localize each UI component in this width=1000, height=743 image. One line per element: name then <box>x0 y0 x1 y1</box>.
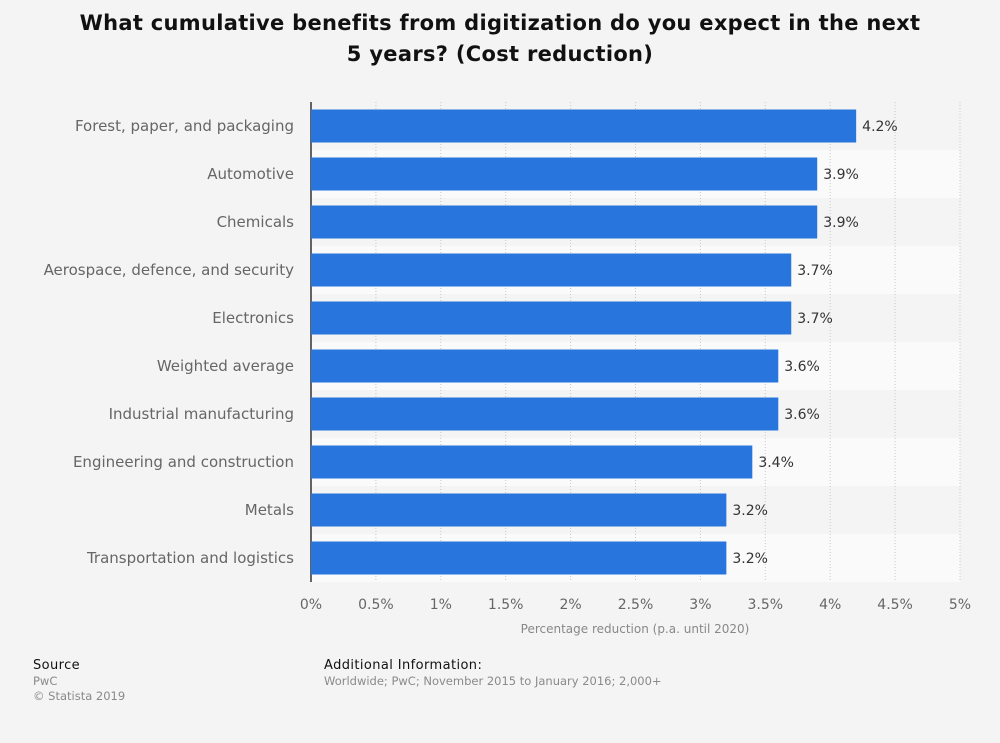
additional-info-heading: Additional Information: <box>324 658 483 673</box>
bar <box>311 301 792 335</box>
bar <box>311 253 792 287</box>
bar <box>311 109 857 143</box>
bar <box>311 205 818 239</box>
bar-value-label: 4.2% <box>862 119 898 135</box>
x-tick-label: 0% <box>300 597 322 613</box>
bar <box>311 157 818 191</box>
category-label: Electronics <box>212 309 294 327</box>
category-label: Aerospace, defence, and security <box>44 261 295 279</box>
x-tick-label: 3.5% <box>748 597 784 613</box>
bar-value-label: 3.6% <box>784 359 820 375</box>
chart-title-line-1: What cumulative benefits from digitizati… <box>79 11 921 35</box>
bar-value-label: 3.2% <box>732 551 768 567</box>
additional-info-block: Additional Information: Worldwide; PwC; … <box>324 657 662 689</box>
bar <box>311 493 727 527</box>
x-tick-label: 3% <box>689 597 711 613</box>
category-label: Industrial manufacturing <box>109 405 294 423</box>
bar <box>311 541 727 575</box>
x-tick-label: 1% <box>430 597 452 613</box>
x-tick-label: 2.5% <box>618 597 654 613</box>
chart-title: What cumulative benefits from digitizati… <box>40 8 960 70</box>
x-tick-label: 4% <box>819 597 841 613</box>
bar-value-label: 3.6% <box>784 407 820 423</box>
bar-value-label: 3.9% <box>823 167 859 183</box>
bar-value-label: 3.7% <box>797 263 833 279</box>
chart-title-line-2: 5 years? (Cost reduction) <box>346 42 654 66</box>
x-tick-label: 5% <box>949 597 971 613</box>
category-label: Engineering and construction <box>73 453 294 471</box>
x-tick-label: 2% <box>559 597 581 613</box>
bar-value-label: 3.7% <box>797 311 833 327</box>
category-label: Forest, paper, and packaging <box>75 117 294 135</box>
bar-value-label: 3.4% <box>758 455 794 471</box>
x-axis-title: Percentage reduction (p.a. until 2020) <box>521 622 750 636</box>
x-tick-label: 1.5% <box>488 597 524 613</box>
bar <box>311 397 779 431</box>
category-label: Transportation and logistics <box>86 549 294 567</box>
bar-value-label: 3.2% <box>732 503 768 519</box>
source-block: Source PwC © Statista 2019 <box>33 657 125 704</box>
x-tick-label: 0.5% <box>358 597 394 613</box>
category-label: Chemicals <box>217 213 295 231</box>
source-heading: Source <box>33 658 81 673</box>
bar <box>311 349 779 383</box>
category-label: Metals <box>245 501 294 519</box>
category-label: Weighted average <box>157 357 294 375</box>
x-tick-label: 4.5% <box>877 597 913 613</box>
category-label: Automotive <box>207 165 294 183</box>
source-line-publisher: PwC <box>33 674 58 688</box>
additional-info-text: Worldwide; PwC; November 2015 to January… <box>324 674 662 688</box>
bar <box>311 445 753 479</box>
bar-value-label: 3.9% <box>823 215 859 231</box>
source-line-copyright: © Statista 2019 <box>33 689 126 703</box>
